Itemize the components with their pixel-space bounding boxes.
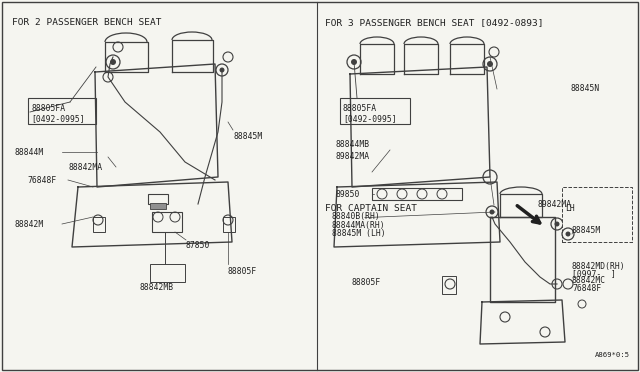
Circle shape	[487, 61, 493, 67]
Text: 88842MB: 88842MB	[140, 283, 174, 292]
Text: 88805F: 88805F	[228, 267, 257, 276]
Text: 88805FA: 88805FA	[343, 104, 377, 113]
Text: 76848F: 76848F	[572, 284, 601, 293]
Bar	[28, 98, 96, 124]
Text: 89850: 89850	[336, 189, 360, 199]
Bar	[150, 264, 185, 282]
Text: 89842MA: 89842MA	[336, 151, 370, 160]
Bar	[372, 188, 462, 200]
Text: FOR 3 PASSENGER BENCH SEAT [0492-0893]: FOR 3 PASSENGER BENCH SEAT [0492-0893]	[325, 18, 543, 27]
Text: 88845M (LH): 88845M (LH)	[332, 229, 385, 238]
Text: LH: LH	[565, 204, 575, 213]
Circle shape	[566, 231, 570, 237]
Text: 88805FA: 88805FA	[31, 104, 65, 113]
Bar	[152, 212, 182, 232]
Text: 88844M: 88844M	[14, 148, 44, 157]
Bar	[340, 98, 410, 124]
Text: 88845M: 88845M	[572, 225, 601, 234]
Text: 87850: 87850	[186, 241, 211, 250]
Text: 88840B(RH): 88840B(RH)	[332, 212, 380, 221]
Circle shape	[110, 59, 116, 65]
Text: 88842MA: 88842MA	[68, 163, 102, 171]
Text: 88845M: 88845M	[233, 131, 262, 141]
Text: 88805F: 88805F	[352, 278, 381, 286]
Text: [0492-0995]: [0492-0995]	[343, 114, 397, 123]
Circle shape	[490, 209, 495, 215]
Text: [0997-  ]: [0997- ]	[572, 269, 616, 278]
Text: 88842M: 88842M	[14, 219, 44, 228]
Bar	[223, 217, 235, 232]
Text: [0492-0995]: [0492-0995]	[31, 114, 84, 123]
Circle shape	[351, 59, 357, 65]
Text: A869*0:5: A869*0:5	[595, 352, 630, 358]
Circle shape	[220, 67, 225, 73]
Bar	[148, 194, 168, 204]
Text: 89842MA: 89842MA	[538, 200, 572, 209]
Circle shape	[554, 221, 559, 227]
Bar	[93, 217, 105, 232]
Text: 88844MA(RH): 88844MA(RH)	[332, 221, 385, 230]
Text: FOR CAPTAIN SEAT: FOR CAPTAIN SEAT	[325, 204, 417, 213]
Text: 88844MB: 88844MB	[336, 140, 370, 148]
Text: 88842MD(RH): 88842MD(RH)	[572, 262, 626, 270]
Bar	[150, 203, 166, 209]
Text: 88845N: 88845N	[571, 84, 600, 93]
Bar	[442, 276, 456, 294]
Text: 76848F: 76848F	[27, 176, 56, 185]
Text: 88842MC: 88842MC	[572, 276, 606, 285]
Bar	[562, 187, 632, 242]
Text: FOR 2 PASSENGER BENCH SEAT: FOR 2 PASSENGER BENCH SEAT	[12, 18, 161, 27]
